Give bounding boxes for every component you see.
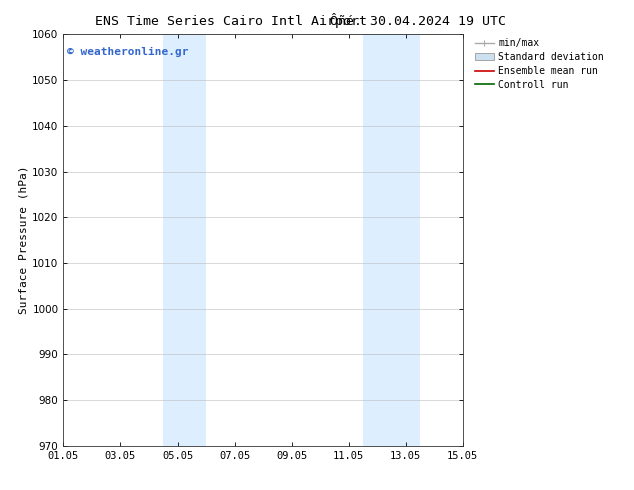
Bar [164,34,206,446]
Text: ENS Time Series Cairo Intl Airport: ENS Time Series Cairo Intl Airport [95,15,367,28]
Text: Ôñé. 30.04.2024 19 UTC: Ôñé. 30.04.2024 19 UTC [330,15,506,28]
Y-axis label: Surface Pressure (hPa): Surface Pressure (hPa) [18,166,28,315]
Bar [363,34,420,446]
Text: © weatheronline.gr: © weatheronline.gr [67,47,189,57]
Legend: min/max, Standard deviation, Ensemble mean run, Controll run: min/max, Standard deviation, Ensemble me… [471,34,607,94]
